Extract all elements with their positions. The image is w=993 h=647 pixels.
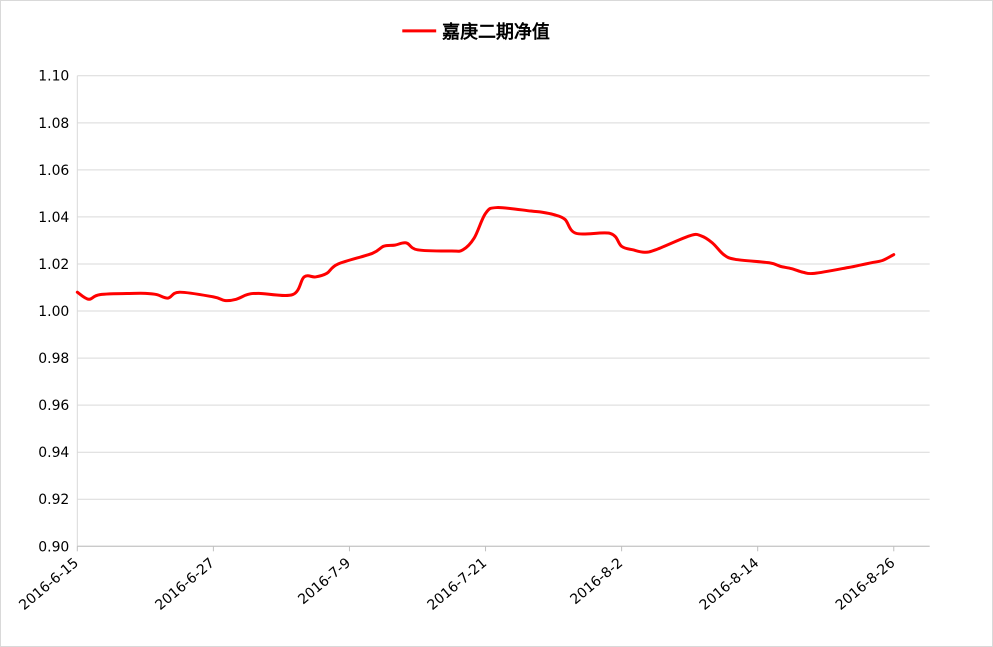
y-tick-label: 0.94 [38, 445, 69, 461]
y-tick-label: 1.10 [38, 69, 69, 85]
y-tick-label: 1.08 [38, 116, 69, 132]
axes [76, 75, 930, 552]
series-line [75, 206, 896, 303]
y-tick-label: 0.92 [38, 492, 69, 508]
legend-label: 嘉庚二期净值 [441, 21, 550, 43]
grid-lines [77, 75, 930, 547]
y-axis-ticks: 0.90 0.92 0.94 0.96 0.98 1.00 1.02 1.04 1.06 1.08… [38, 69, 69, 556]
y-tick-label: 1.00 [38, 304, 69, 320]
y-tick-label: 0.98 [38, 351, 69, 367]
x-tick-label: 2016-8-2 [567, 555, 626, 608]
y-tick-label: 1.02 [38, 257, 69, 273]
series-group [75, 206, 896, 303]
chart-legend: 嘉庚二期净值 [402, 21, 550, 43]
x-tick-label: 2016-6-15 [16, 555, 82, 614]
x-tick-label: 2016-8-14 [697, 555, 763, 614]
y-tick-label: 1.04 [38, 210, 69, 226]
x-axis-ticks: 2016-6-15 2016-6-27 2016-7-9 2016-7-21 2016-… [16, 555, 898, 614]
x-tick-label: 2016-7-9 [295, 555, 354, 608]
x-tick-label: 2016-6-27 [152, 555, 218, 614]
x-tick-label: 2016-7-21 [425, 555, 491, 614]
x-tick-label: 2016-8-26 [833, 555, 899, 614]
y-tick-label: 1.06 [38, 163, 69, 179]
y-tick-label: 0.90 [38, 539, 69, 555]
y-tick-label: 0.96 [38, 398, 69, 414]
